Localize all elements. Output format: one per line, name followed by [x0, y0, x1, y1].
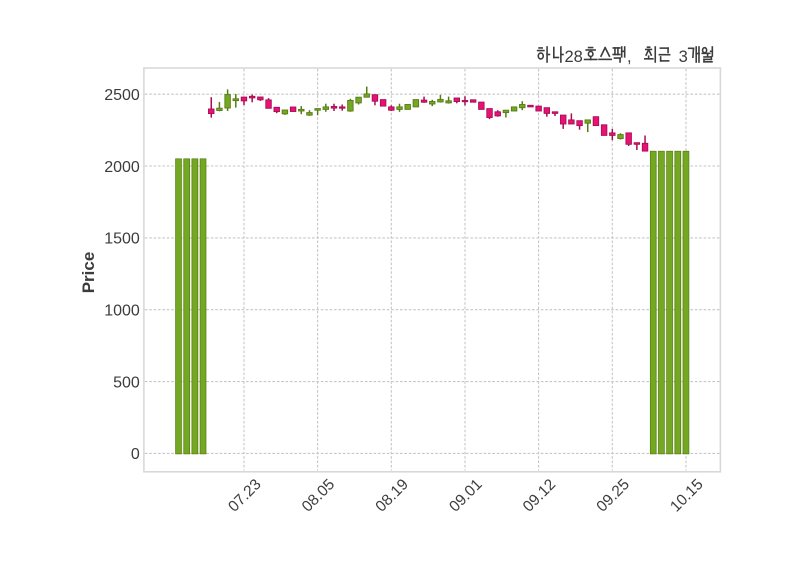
svg-text:1500: 1500	[104, 231, 140, 248]
svg-text:28: 28	[565, 48, 583, 66]
svg-text:2000: 2000	[104, 159, 140, 176]
svg-text:2500: 2500	[104, 87, 140, 104]
svg-text:1000: 1000	[104, 303, 140, 320]
svg-text:0: 0	[131, 446, 140, 463]
svg-text:Price: Price	[79, 252, 98, 294]
svg-text:,: ,	[627, 48, 632, 66]
svg-text:3: 3	[679, 48, 688, 66]
svg-text:500: 500	[113, 374, 140, 391]
